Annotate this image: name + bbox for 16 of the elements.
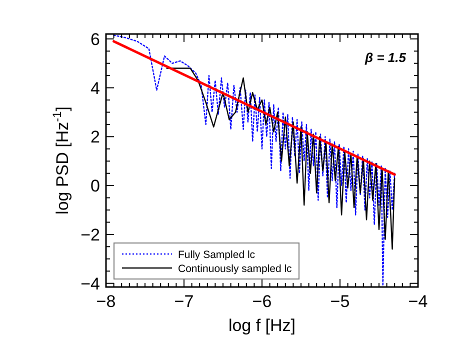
legend-label: Fully Sampled lc bbox=[178, 249, 256, 261]
x-axis-title: log f [Hz] bbox=[228, 316, 296, 335]
y-tick-label: 4 bbox=[90, 78, 100, 98]
line-series bbox=[166, 68, 396, 250]
x-tick-label: −4 bbox=[408, 292, 428, 311]
y-tick-label: −2 bbox=[80, 225, 100, 244]
x-tick-label: −8 bbox=[96, 292, 116, 311]
x-tick-label: −7 bbox=[174, 292, 194, 311]
annotation: β = 1.5 bbox=[364, 50, 407, 65]
legend-label: Continuously sampled lc bbox=[178, 263, 292, 275]
x-tick-label: −5 bbox=[330, 292, 350, 311]
x-tick-label: −6 bbox=[252, 292, 272, 311]
y-tick-label: −4 bbox=[80, 274, 100, 294]
y-tick-label: 2 bbox=[90, 128, 100, 147]
y-tick-label: 0 bbox=[90, 176, 100, 196]
y-tick-label: 6 bbox=[90, 30, 100, 49]
